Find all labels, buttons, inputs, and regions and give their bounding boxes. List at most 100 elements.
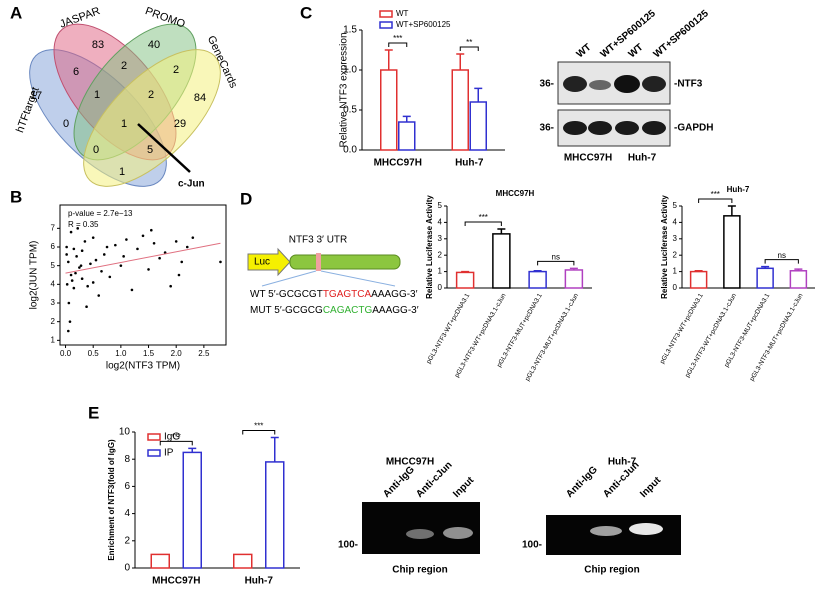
- y-tick-label: 3: [438, 234, 443, 243]
- band: [406, 529, 434, 539]
- y-tick-label: 1.0: [343, 65, 357, 76]
- y-tick-label: 4: [124, 508, 130, 519]
- point: [86, 284, 89, 288]
- venn-count: 6: [73, 66, 79, 78]
- error-bar: [188, 447, 197, 453]
- cell-label: Huh-7: [628, 153, 657, 164]
- band: [443, 527, 473, 539]
- point: [85, 305, 88, 309]
- point: [72, 286, 76, 290]
- size-marker: 36-: [540, 79, 554, 90]
- x-tick-label: Huh-7: [245, 576, 274, 587]
- error-bar: [474, 87, 483, 102]
- seq-part: AAAGG-3′: [371, 289, 417, 300]
- x-axis-label: log2(NTF3 TPM): [106, 361, 180, 372]
- luc-arrow: [247, 247, 291, 277]
- sig-bracket: [698, 198, 733, 203]
- lane-label: Anti-IgG: [564, 464, 600, 500]
- point: [169, 284, 172, 288]
- gel-xlabel: Chip region: [392, 565, 448, 576]
- x-tick-label: MHCC97H: [152, 576, 200, 587]
- point: [91, 281, 95, 284]
- point: [83, 240, 87, 243]
- zoom-line: [320, 270, 396, 287]
- point: [72, 247, 76, 251]
- pointer-line: [137, 123, 191, 173]
- point: [105, 245, 109, 249]
- point: [100, 269, 103, 273]
- protein-label: -NTF3: [674, 79, 703, 90]
- error-bar: [270, 436, 279, 462]
- protein-label: -GAPDH: [674, 123, 713, 134]
- y-tick-label: 2: [673, 250, 678, 259]
- y-tick-label: 1: [673, 267, 678, 276]
- chip-gel: MHCC97H Anti-IgG Anti-cJun Input 100- Ch…: [338, 457, 681, 576]
- legend-label: IP: [164, 448, 174, 459]
- point: [130, 288, 134, 292]
- y-axis-label: Relative NTF3 expression: [339, 32, 350, 147]
- point: [119, 264, 123, 267]
- seq-part: AAAGG-3′: [372, 305, 418, 316]
- stat-annotation: R = 0.35: [68, 220, 99, 229]
- zoom-line: [261, 270, 317, 287]
- point: [97, 294, 101, 297]
- sig-label: ns: [778, 251, 786, 260]
- y-axis-label: Relative Luciferase Activity: [425, 195, 434, 299]
- x-tick-label: Huh-7: [455, 158, 484, 169]
- band: [588, 121, 612, 135]
- point: [69, 230, 73, 234]
- bar: [528, 270, 547, 289]
- bar: [150, 553, 170, 569]
- point: [163, 251, 167, 254]
- venn-count: 40: [148, 39, 160, 51]
- panel-label: E: [88, 403, 99, 422]
- lane-label: Input: [638, 474, 664, 500]
- point: [67, 260, 70, 264]
- y-tick-label: 2: [124, 535, 130, 546]
- venn-set: [83, 49, 221, 187]
- venn-count: 1: [94, 89, 100, 101]
- y-tick-label: 3: [673, 234, 678, 243]
- point: [89, 262, 92, 266]
- point: [94, 258, 98, 262]
- venn-count: 2: [148, 89, 154, 101]
- point: [150, 228, 153, 232]
- error-bar: [694, 270, 703, 272]
- venn-count: 1: [119, 166, 125, 178]
- y-tick-label: 4: [51, 279, 56, 288]
- wt-sequence: WT 5′-GCGCGTTGAGTCAAAAGG-3′: [250, 289, 418, 300]
- x-tick-label: 0.0: [60, 349, 72, 358]
- venn-count: 5: [147, 144, 153, 156]
- point: [91, 236, 95, 239]
- binding-site: [316, 253, 321, 271]
- venn: hTFtarget JASPAR PROMO GeneCards 17 83 4…: [14, 5, 239, 190]
- mut-sequence: MUT 5′-GCGCGCAGACTGAAAGG-3′: [250, 305, 419, 316]
- error-bar: [727, 205, 736, 216]
- sig-label: ***: [172, 432, 181, 441]
- y-tick-label: 1.5: [343, 25, 357, 36]
- y-tick-label: 1: [438, 267, 443, 276]
- band: [642, 76, 666, 92]
- chart-title: Huh-7: [727, 185, 750, 194]
- venn-count: 2: [173, 64, 179, 76]
- band: [642, 121, 666, 135]
- bar: [233, 553, 253, 569]
- y-tick-label: 2: [438, 250, 443, 259]
- sig-bracket: [764, 259, 799, 264]
- size-marker: 36-: [540, 123, 554, 134]
- plot-frame: [59, 204, 227, 346]
- legend-swatch: [147, 433, 161, 441]
- point: [76, 227, 80, 230]
- sig-bracket: [242, 429, 276, 435]
- trend-line: [65, 242, 221, 274]
- sig-bracket: [159, 440, 193, 446]
- error-bar: [456, 53, 465, 70]
- point: [122, 255, 125, 258]
- size-marker: 100-: [522, 540, 542, 551]
- x-tick-label: 2.5: [198, 349, 210, 358]
- venn-count: 84: [194, 92, 206, 104]
- y-tick-label: 6: [51, 242, 56, 251]
- y-tick-label: 0.5: [343, 105, 357, 116]
- legend-label: WT: [396, 9, 409, 18]
- point: [219, 260, 222, 264]
